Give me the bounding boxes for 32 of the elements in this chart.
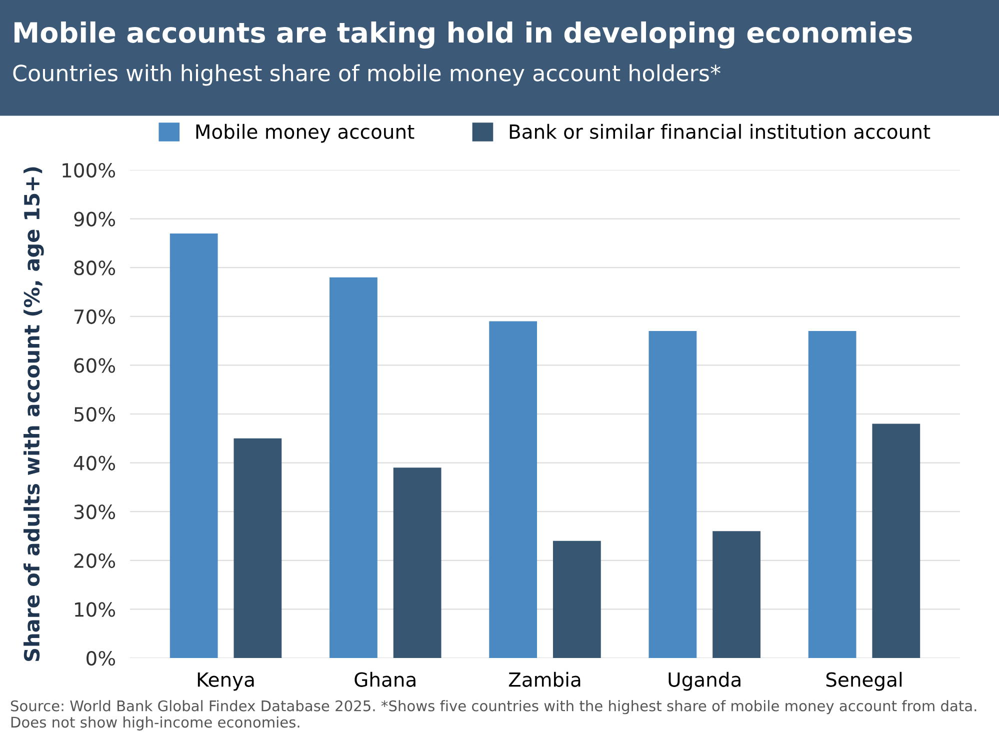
bar bbox=[393, 468, 442, 658]
source-note: Source: World Bank Global Findex Database 2025. *Shows five countries with the highest share of mobile money account from data. Does not show high-income economies. bbox=[10, 700, 976, 731]
x-tick-label: Uganda bbox=[668, 672, 740, 691]
chart-subtitle: Countries with highest share of mobile money account holders* bbox=[13, 64, 720, 86]
y-tick-label: 20% bbox=[74, 553, 116, 568]
bar bbox=[648, 331, 697, 658]
y-tick-label: 90% bbox=[74, 212, 116, 226]
legend-label: Mobile money account bbox=[196, 124, 414, 143]
y-tick-label: 60% bbox=[74, 358, 116, 373]
y-tick-label: 50% bbox=[74, 406, 116, 422]
x-tick-label: Zambia bbox=[508, 672, 580, 687]
bar bbox=[872, 424, 920, 658]
x-tick-label: Kenya bbox=[198, 672, 254, 691]
bar bbox=[330, 277, 378, 658]
bar bbox=[552, 540, 601, 658]
y-tick-label: 80% bbox=[74, 260, 116, 276]
chart-title: Mobile accounts are taking hold in developing economies bbox=[14, 21, 912, 49]
x-tick-label: Senegal bbox=[826, 672, 902, 691]
y-tick-label: 10% bbox=[75, 602, 116, 617]
y-tick-label: 100% bbox=[62, 162, 116, 178]
bar bbox=[170, 233, 218, 658]
x-tick-label: Ghana bbox=[354, 672, 416, 687]
y-axis-title: Share of adults with account (%, age 15+) bbox=[24, 167, 44, 662]
y-tick-label: 0% bbox=[86, 650, 116, 666]
y-tick-label: 30% bbox=[74, 504, 116, 520]
bar bbox=[808, 331, 856, 658]
bar bbox=[234, 438, 282, 658]
y-tick-label: 70% bbox=[74, 309, 116, 324]
legend-label: Bank or similar financial institution account bbox=[510, 124, 930, 139]
y-tick-label: 40% bbox=[74, 456, 116, 470]
bar bbox=[712, 531, 760, 658]
bar bbox=[489, 321, 538, 658]
